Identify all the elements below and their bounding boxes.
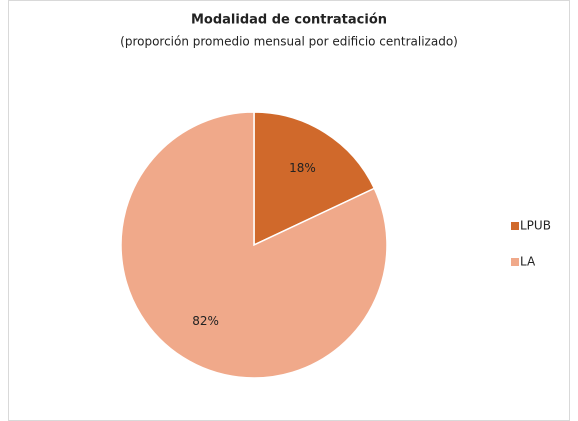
data-label: 82% [192,314,219,328]
legend-swatch [511,258,519,266]
legend-swatch [511,222,519,230]
chart-title: Modalidad de contratación [191,13,387,28]
data-label: 18% [289,161,316,175]
pie-slice [120,111,388,379]
chart-subtitle: (proporción promedio mensual por edifici… [120,35,458,49]
legend-label: LA [520,255,536,269]
pie-slice [253,111,376,247]
legend-label: LPUB [520,219,551,233]
